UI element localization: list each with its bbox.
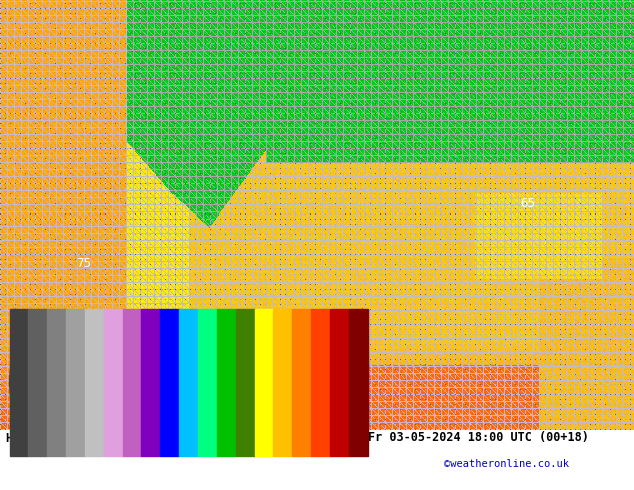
Bar <box>29 309 47 456</box>
Bar <box>122 309 141 456</box>
Bar <box>330 309 349 456</box>
Bar <box>311 309 330 456</box>
Text: 72: 72 <box>171 386 186 399</box>
Bar <box>104 309 122 456</box>
Text: 75: 75 <box>76 257 91 270</box>
Bar <box>236 309 255 456</box>
Text: ©weatheronline.co.uk: ©weatheronline.co.uk <box>444 459 569 469</box>
Bar <box>273 309 292 456</box>
Bar <box>66 309 85 456</box>
Bar <box>85 309 104 456</box>
Text: 65: 65 <box>520 196 535 210</box>
Bar <box>255 309 273 456</box>
Text: Height/Temp. 925 hPa [gdpm] ECMWF: Height/Temp. 925 hPa [gdpm] ECMWF <box>6 431 242 444</box>
Bar <box>47 309 66 456</box>
Bar <box>217 309 236 456</box>
Bar <box>179 309 198 456</box>
Bar <box>10 309 29 456</box>
Polygon shape <box>363 309 368 456</box>
Bar <box>141 309 160 456</box>
Bar <box>198 309 217 456</box>
Bar <box>160 309 179 456</box>
Polygon shape <box>10 309 15 456</box>
Bar <box>349 309 368 456</box>
Text: Fr 03-05-2024 18:00 UTC (00+18): Fr 03-05-2024 18:00 UTC (00+18) <box>368 431 588 444</box>
Bar <box>292 309 311 456</box>
